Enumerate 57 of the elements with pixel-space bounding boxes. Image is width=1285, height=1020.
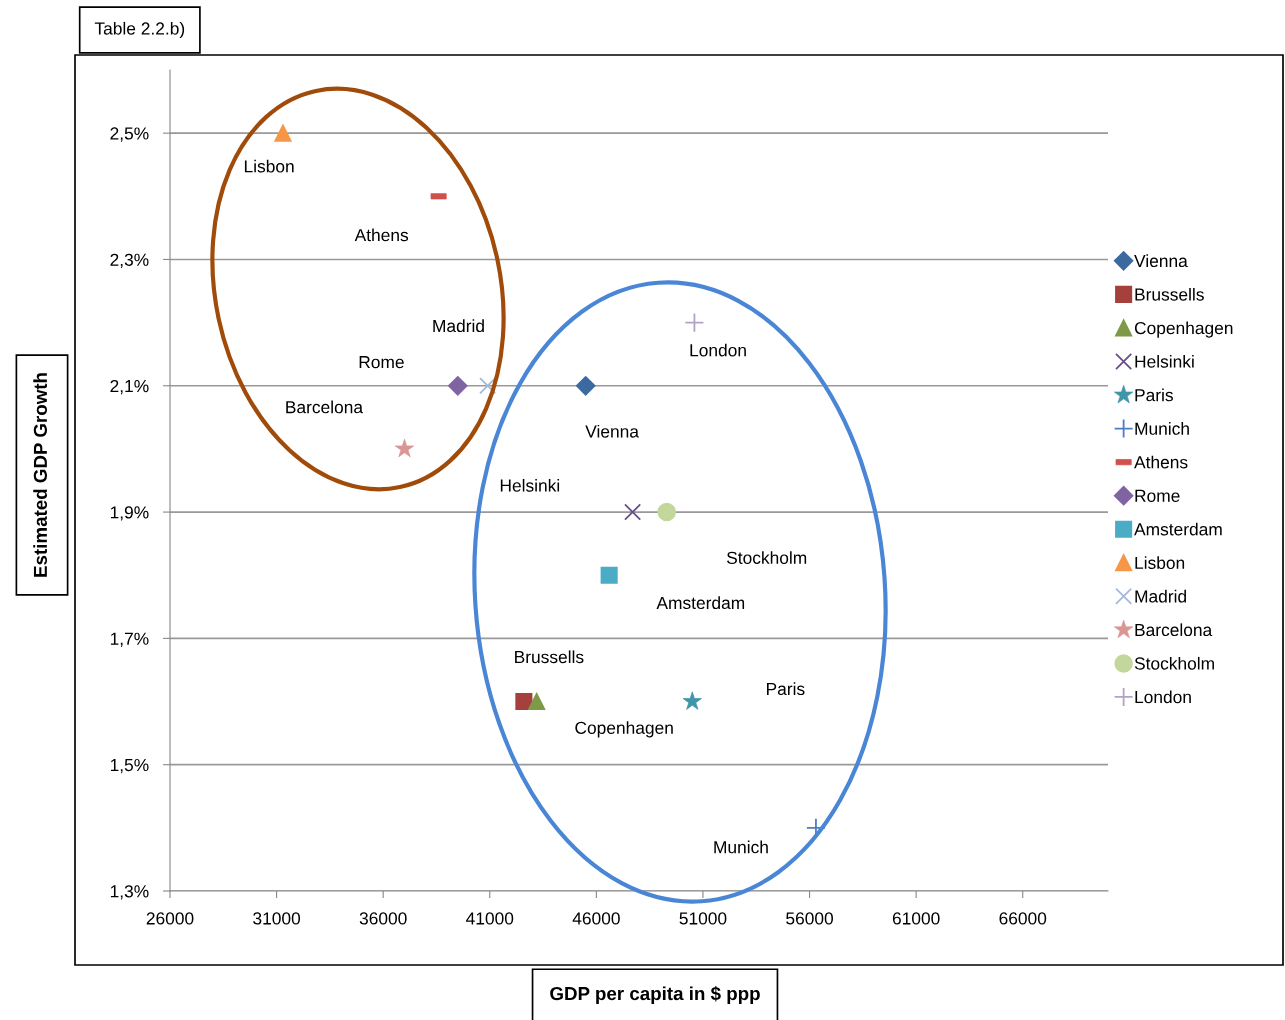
text: Vienna: [585, 424, 639, 438]
text: Rome: [359, 356, 404, 369]
x-tick-label: 41000: [466, 912, 514, 925]
point: [479, 377, 497, 395]
point: [600, 566, 618, 584]
point: [624, 503, 642, 521]
legend-label: Paris: [1135, 388, 1173, 402]
x-tick-label: 51000: [679, 912, 727, 925]
y-axis-title: Estimated GDP Growth: [33, 373, 48, 577]
text: Paris: [767, 682, 805, 696]
legend-label: Lisbon: [1135, 556, 1185, 570]
y-tick-label: 2,1%: [110, 379, 149, 395]
point: [528, 692, 546, 711]
text: Brussells: [515, 650, 584, 664]
text: Helsinki: [500, 478, 560, 492]
y-tick-label: 2,3%: [110, 253, 149, 268]
legend-label: Amsterdam: [1134, 522, 1222, 536]
point: [575, 376, 596, 396]
x-tick-label: 36000: [359, 912, 407, 925]
x-tick-label: 31000: [253, 912, 301, 925]
legend-label: Rome: [1135, 489, 1180, 502]
legend-label: Helsinki: [1135, 355, 1194, 368]
x-axis-title: GDP per capita in $ ppp: [550, 986, 760, 1004]
text: Amsterdam: [656, 596, 745, 610]
text: Athens: [354, 228, 409, 242]
x-tick-label: 66000: [999, 912, 1047, 925]
text: Munich: [714, 840, 768, 854]
text: London: [690, 343, 746, 357]
point: [515, 692, 533, 711]
legend-label: Athens: [1134, 455, 1188, 469]
y-tick-label: 1,5%: [110, 758, 149, 774]
point: [684, 312, 705, 333]
y-tick-label: 1,3%: [110, 885, 149, 900]
legend-label: Madrid: [1135, 589, 1186, 603]
text: Madrid: [433, 319, 484, 333]
legend-label: Barcelona: [1135, 623, 1213, 637]
x-tick-label: 46000: [572, 912, 620, 925]
x-tick-label: 56000: [786, 912, 834, 925]
legend-label: Vienna: [1134, 254, 1188, 268]
point: [448, 376, 468, 396]
text: Copenhagen: [575, 721, 673, 738]
x-tick-label: 61000: [892, 912, 940, 925]
chart-title: Table 2.2.b): [94, 21, 185, 39]
point: [274, 124, 292, 142]
legend-label: Copenhagen: [1134, 321, 1233, 338]
x-tick-label: 26000: [146, 912, 194, 925]
legend-label: London: [1135, 690, 1191, 704]
text: Lisbon: [244, 159, 294, 173]
legend-label: Munich: [1135, 422, 1189, 435]
text: Stockholm: [726, 551, 807, 564]
legend-label: Stockholm: [1134, 656, 1214, 670]
text: Barcelona: [286, 400, 364, 414]
y-tick-label: 1,9%: [110, 506, 149, 521]
y-tick-label: 2,5%: [110, 127, 149, 142]
point: [657, 502, 676, 522]
legend-label: Brussells: [1135, 287, 1204, 301]
y-tick-label: 1,7%: [110, 632, 149, 647]
